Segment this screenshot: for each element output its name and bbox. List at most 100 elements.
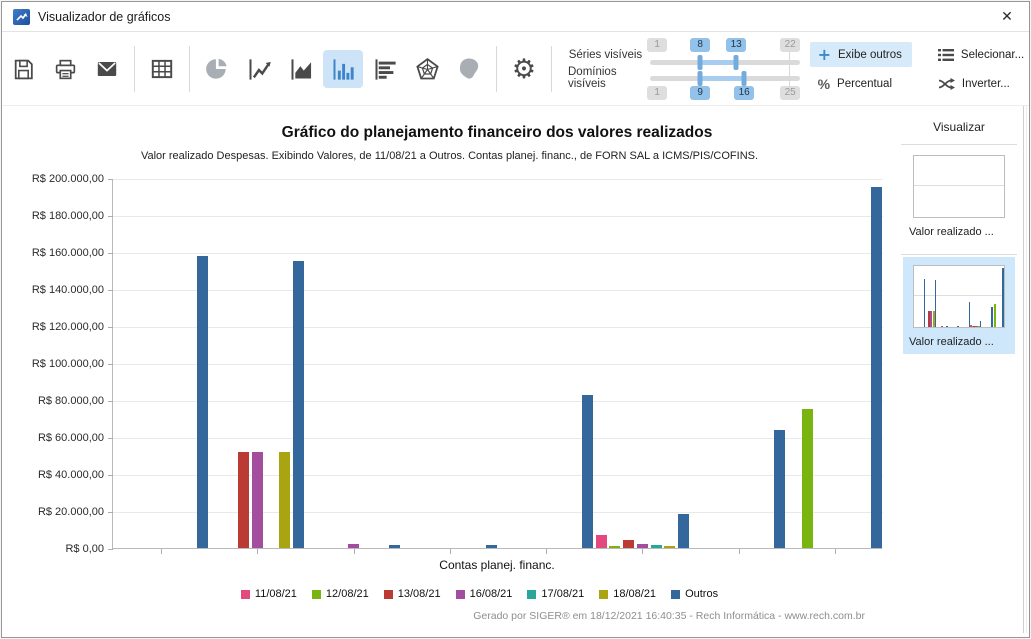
legend-item: Outros (671, 588, 718, 600)
print-button[interactable] (45, 50, 85, 88)
bar-16/08/21[interactable] (251, 451, 263, 548)
bar-16/08/21[interactable] (348, 544, 360, 548)
bar-17/08/21[interactable] (650, 544, 662, 548)
x-axis-tick (834, 549, 836, 554)
chart-subtitle: Valor realizado Despesas. Exibindo Valor… (140, 150, 759, 162)
selecionar-button[interactable]: Selecionar... (930, 42, 1029, 67)
email-icon (97, 61, 117, 77)
domains-min-badge: 1 (647, 86, 668, 100)
series-slider-label: Séries visíveis (568, 48, 643, 61)
toolbar-separator (496, 46, 497, 92)
thumbnail-bar (946, 326, 948, 327)
area-chart-button[interactable] (281, 50, 321, 88)
bar-Outros[interactable] (389, 545, 401, 548)
domains-slider-track[interactable] (650, 71, 801, 86)
bar-16/08/21[interactable] (636, 544, 648, 548)
bar-13/08/21[interactable] (238, 451, 250, 548)
x-axis-tick (161, 549, 163, 554)
bar-Outros[interactable] (870, 187, 882, 548)
email-button[interactable] (87, 50, 127, 88)
toolbar: ⚙ Séries visíveis Domínios visíveis 1 8 … (2, 33, 1029, 106)
percent-icon: % (817, 75, 831, 92)
thumbnail-bar (973, 325, 976, 327)
selecionar-label: Selecionar... (960, 48, 1025, 61)
series-slider-handle-low[interactable] (697, 55, 703, 70)
chart-title: Gráfico do planejamento financeiro dos v… (281, 124, 713, 141)
gridline (113, 290, 883, 291)
x-axis-tick (642, 549, 644, 554)
bar-chart-button[interactable] (323, 50, 363, 88)
swap-icon (938, 77, 955, 90)
exibe-outros-label: Exibe outros (837, 48, 902, 61)
thumbnail-bar (994, 304, 996, 327)
bar-Outros[interactable] (196, 255, 208, 548)
domains-slider-handle-low[interactable] (697, 71, 703, 86)
thumbnail-bar (968, 301, 971, 327)
table-view-button[interactable] (142, 50, 182, 88)
chart-region: Gráfico do planejamento financeiro dos v… (2, 106, 897, 633)
save-button[interactable] (3, 50, 43, 88)
bar-Outros[interactable] (774, 429, 786, 548)
y-axis-tick (108, 475, 113, 476)
bar-Outros[interactable] (678, 513, 690, 548)
bar-18/08/21[interactable] (279, 451, 291, 548)
area-chart-icon (290, 58, 311, 80)
bar-18/08/21[interactable] (664, 546, 676, 548)
thumbnail-bar (1002, 267, 1004, 327)
radar-chart-button[interactable] (407, 50, 447, 88)
chart-thumbnail-item[interactable]: Valor realizado ... (903, 147, 1015, 244)
thumbnail-bar (930, 311, 932, 327)
gridline (113, 401, 883, 402)
y-axis-label: R$ 40.000,00 (37, 469, 104, 481)
inverter-button[interactable]: Inverter... (930, 71, 1029, 96)
settings-button[interactable]: ⚙ (504, 50, 544, 88)
bar-Outros[interactable] (581, 395, 593, 548)
domains-slider-handle-high[interactable] (741, 71, 747, 86)
x-axis-tick (546, 549, 548, 554)
legend-swatch (455, 589, 465, 599)
percentual-label: Percentual (837, 77, 893, 90)
thumbnail-label: Valor realizado ... (909, 226, 994, 238)
bar-12/08/21[interactable] (801, 409, 813, 548)
bar-11/08/21[interactable] (595, 535, 607, 548)
horizontal-bar-chart-icon (374, 58, 396, 80)
legend-label: Outros (685, 588, 719, 600)
thumbnail-bar (970, 324, 972, 327)
close-icon[interactable]: ✕ (1001, 8, 1013, 25)
legend-label: 13/08/21 (397, 588, 441, 600)
thumbnail-bar (933, 311, 935, 327)
horizontal-bar-chart-button[interactable] (365, 50, 405, 88)
toolbar-separator (134, 46, 135, 92)
percentual-button[interactable]: % Percentual (810, 71, 912, 96)
pie-chart-button[interactable] (197, 50, 237, 88)
exibe-outros-button[interactable]: + Exibe outros (809, 42, 912, 67)
line-chart-icon (248, 58, 271, 80)
sidebar-divider (901, 254, 1017, 255)
bar-Outros[interactable] (485, 545, 497, 548)
y-axis-label: R$ 180.000,00 (31, 210, 104, 222)
brazil-map-button[interactable] (449, 50, 489, 88)
x-axis-tick (353, 549, 355, 554)
bar-13/08/21[interactable] (623, 539, 635, 548)
sidebar-splitter[interactable] (1023, 106, 1024, 633)
domains-slider-range[interactable] (700, 76, 744, 81)
bar-Outros[interactable] (293, 261, 305, 548)
series-slider-range[interactable] (700, 60, 736, 65)
thumbnail-label: Valor realizado ... (909, 336, 994, 348)
series-low-badge: 8 (690, 38, 711, 52)
legend-label: 16/08/21 (469, 588, 513, 600)
y-axis-tick (108, 549, 113, 550)
gridline (113, 475, 883, 476)
legend-swatch (383, 589, 393, 599)
series-slider-handle-high[interactable] (733, 55, 739, 70)
series-slider-track[interactable] (650, 55, 801, 70)
thumbnail-bar (971, 326, 974, 327)
x-axis-tick (738, 549, 740, 554)
bar-12/08/21[interactable] (609, 546, 621, 548)
y-axis-label: R$ 60.000,00 (37, 432, 104, 444)
chart-thumbnail-item-selected[interactable]: Valor realizado ... (903, 257, 1015, 354)
y-axis-tick (108, 512, 113, 513)
generated-footer: Gerado por SIGER® em 18/12/2021 16:40:35… (473, 610, 865, 622)
print-icon (55, 59, 75, 79)
line-chart-button[interactable] (239, 50, 279, 88)
